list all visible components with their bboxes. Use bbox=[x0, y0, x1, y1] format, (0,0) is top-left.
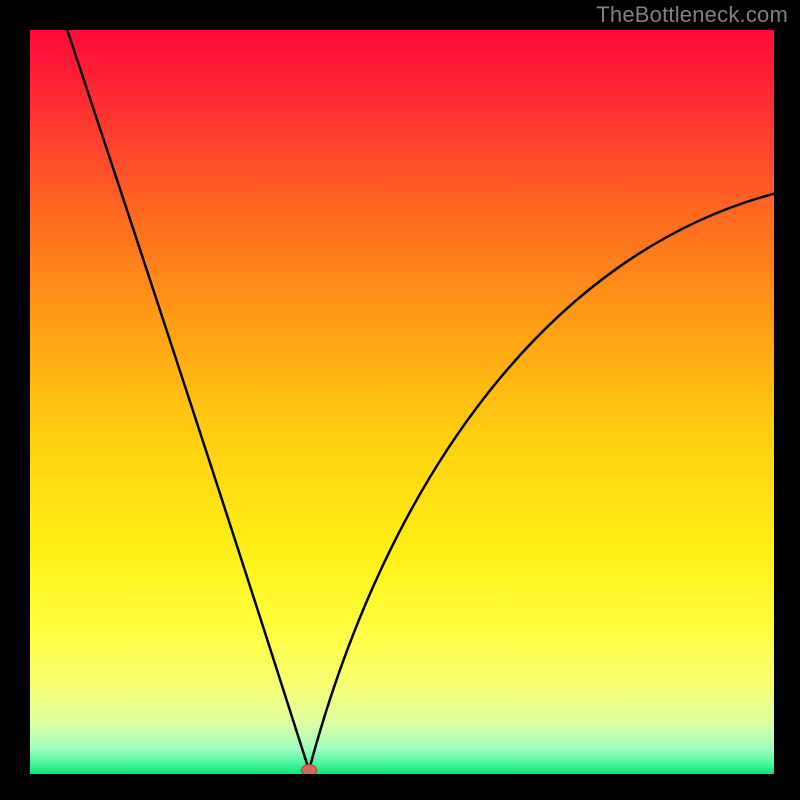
plot-area bbox=[30, 30, 774, 774]
watermark-text: TheBottleneck.com bbox=[596, 2, 788, 28]
notch-marker bbox=[301, 764, 317, 774]
curve-path bbox=[67, 30, 774, 770]
bottleneck-curve bbox=[30, 30, 774, 774]
